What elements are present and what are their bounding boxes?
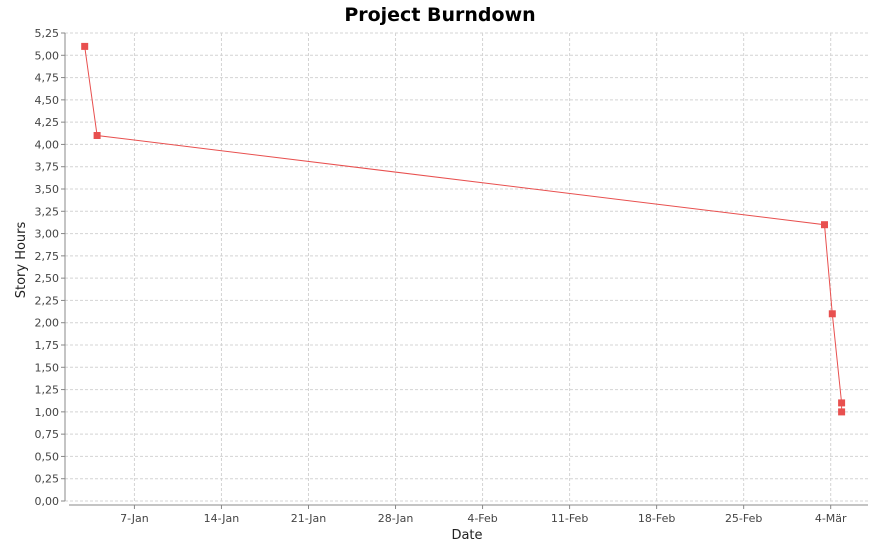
y-tick-label: 0,50 (35, 450, 60, 463)
y-tick-label: 0,00 (35, 495, 60, 508)
series-line (84, 46, 843, 412)
y-tick-label: 4,50 (35, 94, 60, 107)
y-tick-label: 4,75 (35, 72, 60, 85)
series-layer (81, 42, 846, 416)
y-tick-label: 5,00 (35, 49, 60, 62)
x-tick-label: 14-Jan (204, 512, 240, 525)
y-tick-label: 3,50 (35, 183, 60, 196)
data-point (821, 221, 828, 229)
data-point (838, 408, 846, 416)
y-tick-label: 3,75 (35, 161, 60, 174)
y-tick-label: 2,50 (35, 272, 60, 285)
x-tick-label: 11-Feb (551, 512, 588, 525)
y-tick-label: 5,25 (35, 27, 60, 40)
x-tick-label: 18-Feb (638, 512, 675, 525)
grid-lines (65, 32, 868, 502)
x-tick-label: 4-Feb (467, 512, 497, 525)
tick-labels: 0,00 0,25 0,50 0,75 1,00 1,25 1,50 1,75 2,00 2,25… (35, 27, 848, 525)
x-tick-label: 7-Jan (120, 512, 149, 525)
y-tick-label: 0,25 (35, 473, 60, 486)
x-tick-label: 4-Mär (815, 512, 847, 525)
y-tick-label: 1,75 (35, 339, 60, 352)
y-tick-label: 3,00 (35, 228, 60, 241)
y-tick-label: 2,75 (35, 250, 60, 263)
y-tick-label: 1,50 (35, 361, 60, 374)
y-tick-label: 4,00 (35, 138, 60, 151)
y-tick-label: 2,25 (35, 294, 60, 307)
data-point (81, 42, 89, 50)
y-axis-label: Story Hours (14, 221, 29, 298)
y-tick-label: 1,00 (35, 406, 60, 419)
data-point (838, 399, 846, 407)
y-tick-label: 1,25 (35, 384, 60, 397)
chart-title: Project Burndown (344, 4, 535, 26)
y-tick-label: 3,25 (35, 205, 60, 218)
axes (61, 32, 868, 509)
y-tick-label: 4,25 (35, 116, 60, 129)
x-tick-label: 21-Jan (291, 512, 327, 525)
data-point (828, 310, 836, 318)
y-tick-label: 0,75 (35, 428, 60, 441)
y-tick-label: 2,00 (35, 317, 60, 330)
x-axis-label: Date (451, 528, 482, 543)
x-tick-label: 25-Feb (725, 512, 762, 525)
x-tick-label: 28-Jan (378, 512, 414, 525)
data-point (93, 132, 101, 139)
